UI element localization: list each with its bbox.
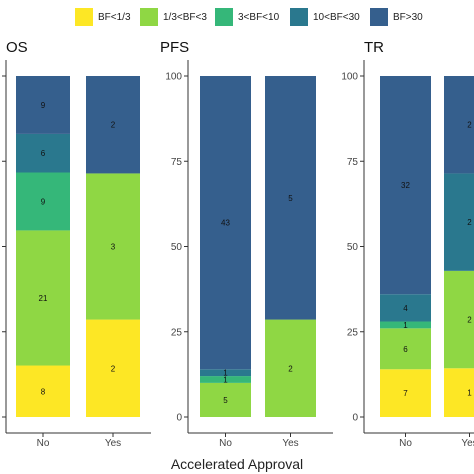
bar-segment [200, 376, 251, 383]
bar-segment [16, 230, 70, 366]
y-tick-label: 25 [171, 327, 183, 338]
data-label: 5 [288, 194, 293, 203]
data-label: 1 [223, 369, 228, 378]
data-label: 2 [111, 364, 116, 373]
bar-segment [444, 76, 474, 174]
y-tick-label: 75 [347, 157, 359, 168]
bar-segment [200, 369, 251, 377]
legend-label: 1/3<BF<3 [163, 11, 207, 23]
legend-label: BF<1/3 [98, 11, 131, 23]
legend-label: BF>30 [393, 11, 423, 23]
data-label: 6 [41, 149, 46, 158]
x-tick-label: No [399, 438, 412, 449]
bar-segment [444, 173, 474, 271]
bar-segment [86, 319, 140, 417]
bar-segment [16, 365, 70, 417]
panel-title: OS [6, 39, 28, 56]
panel-title: TR [364, 39, 384, 56]
data-label: 43 [221, 219, 230, 228]
legend-swatch [290, 8, 308, 26]
data-label: 2 [288, 364, 293, 373]
data-label: 32 [401, 181, 410, 190]
data-label: 7 [403, 389, 408, 398]
bar-segment [380, 321, 431, 329]
y-tick-label: 25 [347, 327, 359, 338]
data-label: 9 [41, 101, 46, 110]
x-tick-label: Yes [282, 438, 298, 449]
y-tick-label: 0 [176, 413, 182, 424]
bar-segment [86, 76, 140, 174]
bar-segment [200, 76, 251, 370]
bar-segment [380, 328, 431, 370]
y-tick-label: 50 [347, 242, 359, 253]
legend-swatch [140, 8, 158, 26]
bar-segment [444, 368, 474, 417]
x-axis-title: Accelerated Approval [170, 456, 304, 472]
data-label: 5 [223, 396, 228, 405]
legend-item: BF>30 [370, 8, 423, 26]
data-label: 1 [403, 321, 408, 330]
x-tick-label: No [37, 438, 50, 449]
bar-segment [16, 172, 70, 231]
legend-item: 1/3<BF<3 [140, 8, 207, 26]
legend: BF<1/3 1/3<BF<3 3<BF<10 10<BF<30 BF>30 [0, 0, 474, 34]
data-label: 2 [467, 218, 472, 227]
y-tick-label: 75 [171, 157, 183, 168]
bar-segment [380, 76, 431, 295]
data-label: 1 [223, 375, 228, 384]
bar-segment [444, 270, 474, 369]
y-tick-label: 0 [352, 413, 358, 424]
legend-swatch [370, 8, 388, 26]
x-tick-label: No [219, 438, 232, 449]
bar-segment [265, 319, 316, 417]
bar-segment [380, 294, 431, 322]
y-tick-label: 100 [165, 72, 182, 83]
x-tick-label: Yes [461, 438, 474, 449]
panel-title: PFS [160, 39, 189, 56]
data-label: 3 [111, 243, 116, 252]
bar-segment [16, 133, 70, 173]
data-label: 6 [403, 345, 408, 354]
legend-item: 10<BF<30 [290, 8, 360, 26]
bar-segment [86, 173, 140, 320]
bar-segment [16, 76, 70, 134]
bar-segment [200, 382, 251, 417]
y-tick-label: 100 [341, 72, 358, 83]
data-label: 4 [403, 304, 408, 313]
data-label: 9 [41, 197, 46, 206]
legend-item: BF<1/3 [75, 8, 131, 26]
legend-label: 10<BF<30 [313, 11, 360, 23]
y-tick-label: 50 [171, 242, 183, 253]
bar-segment [380, 369, 431, 417]
data-label: 21 [39, 294, 48, 303]
legend-swatch [215, 8, 233, 26]
legend-label: 3<BF<10 [238, 11, 280, 23]
data-label: 2 [467, 121, 472, 130]
data-label: 2 [467, 316, 472, 325]
data-label: 8 [41, 387, 46, 396]
legend-item: 3<BF<10 [215, 8, 279, 26]
x-tick-label: Yes [105, 438, 121, 449]
legend-swatch [75, 8, 93, 26]
bar-segment [265, 76, 316, 320]
data-label: 2 [111, 121, 116, 130]
data-label: 1 [467, 389, 472, 398]
